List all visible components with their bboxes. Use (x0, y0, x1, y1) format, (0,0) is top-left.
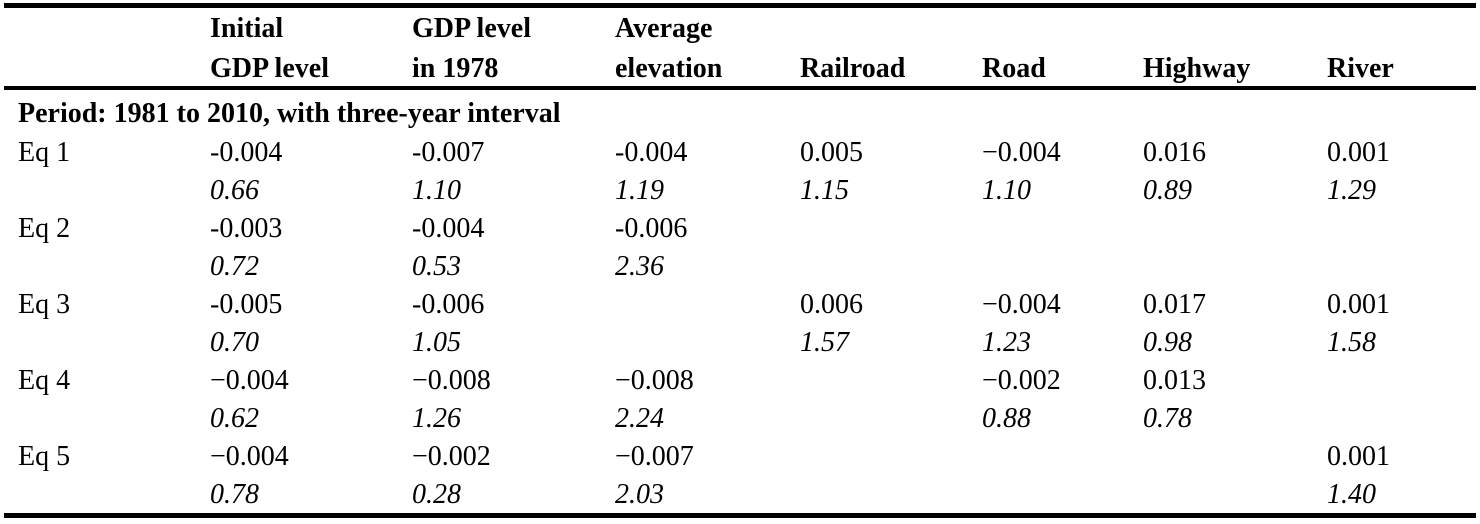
tstat-gdp-1978: 1.10 (412, 175, 461, 206)
header-gdp-1978-line1: GDP level (412, 13, 531, 44)
coef-road: −0.004 (982, 289, 1061, 320)
coef-initial-gdp: -0.004 (210, 137, 283, 168)
coef-road: −0.004 (982, 137, 1061, 168)
tstat-road: 1.10 (982, 175, 1031, 206)
tstat-road: 1.23 (982, 327, 1031, 358)
row-label: Eq 1 (18, 137, 71, 168)
row-label: Eq 4 (18, 365, 71, 396)
row-label: Eq 3 (18, 289, 71, 320)
header-gdp-1978-line2: in 1978 (412, 53, 499, 84)
row-label: Eq 2 (18, 213, 71, 244)
coef-elevation: -0.004 (615, 137, 688, 168)
top-rule (4, 3, 1476, 8)
header-initial-gdp-line1: Initial (210, 13, 284, 44)
coef-gdp-1978: -0.004 (412, 213, 485, 244)
header-river: River (1327, 53, 1394, 84)
tstat-initial-gdp: 0.78 (210, 479, 259, 510)
coef-initial-gdp: −0.004 (210, 365, 289, 396)
tstat-river: 1.29 (1327, 175, 1376, 206)
coef-initial-gdp: −0.004 (210, 441, 289, 472)
header-elevation-line1: Average (615, 13, 713, 44)
tstat-elevation: 2.03 (615, 479, 664, 510)
coef-river: 0.001 (1327, 137, 1390, 168)
tstat-highway: 0.78 (1143, 403, 1192, 434)
tstat-elevation: 2.36 (615, 251, 664, 282)
coef-highway: 0.017 (1143, 289, 1206, 320)
header-road: Road (982, 53, 1046, 84)
coef-initial-gdp: -0.005 (210, 289, 283, 320)
header-elevation-line2: elevation (615, 53, 723, 84)
coef-road: −0.002 (982, 365, 1061, 396)
coef-highway: 0.016 (1143, 137, 1206, 168)
coef-railroad: 0.006 (800, 289, 863, 320)
section-title: Period: 1981 to 2010, with three-year in… (18, 98, 561, 129)
tstat-gdp-1978: 0.53 (412, 251, 461, 282)
tstat-elevation: 2.24 (615, 403, 664, 434)
tstat-gdp-1978: 1.05 (412, 327, 461, 358)
coef-elevation: -0.006 (615, 213, 688, 244)
tstat-gdp-1978: 0.28 (412, 479, 461, 510)
tstat-railroad: 1.57 (800, 327, 849, 358)
header-rule (4, 86, 1476, 90)
tstat-railroad: 1.15 (800, 175, 849, 206)
tstat-initial-gdp: 0.72 (210, 251, 259, 282)
header-highway: Highway (1143, 53, 1251, 84)
tstat-highway: 0.98 (1143, 327, 1192, 358)
tstat-initial-gdp: 0.66 (210, 175, 259, 206)
coef-highway: 0.013 (1143, 365, 1206, 396)
header-initial-gdp-line2: GDP level (210, 53, 329, 84)
tstat-river: 1.58 (1327, 327, 1376, 358)
coef-river: 0.001 (1327, 289, 1390, 320)
tstat-initial-gdp: 0.62 (210, 403, 259, 434)
tstat-river: 1.40 (1327, 479, 1376, 510)
coef-gdp-1978: -0.007 (412, 137, 485, 168)
coef-railroad: 0.005 (800, 137, 863, 168)
coef-elevation: −0.008 (615, 365, 694, 396)
tstat-initial-gdp: 0.70 (210, 327, 259, 358)
tstat-road: 0.88 (982, 403, 1031, 434)
tstat-highway: 0.89 (1143, 175, 1192, 206)
coef-elevation: −0.007 (615, 441, 694, 472)
tstat-elevation: 1.19 (615, 175, 664, 206)
coef-gdp-1978: −0.008 (412, 365, 491, 396)
bottom-rule (4, 513, 1476, 518)
header-railroad: Railroad (800, 53, 906, 84)
coef-initial-gdp: -0.003 (210, 213, 283, 244)
row-label: Eq 5 (18, 441, 71, 472)
coef-river: 0.001 (1327, 441, 1390, 472)
coef-gdp-1978: −0.002 (412, 441, 491, 472)
tstat-gdp-1978: 1.26 (412, 403, 461, 434)
coef-gdp-1978: -0.006 (412, 289, 485, 320)
